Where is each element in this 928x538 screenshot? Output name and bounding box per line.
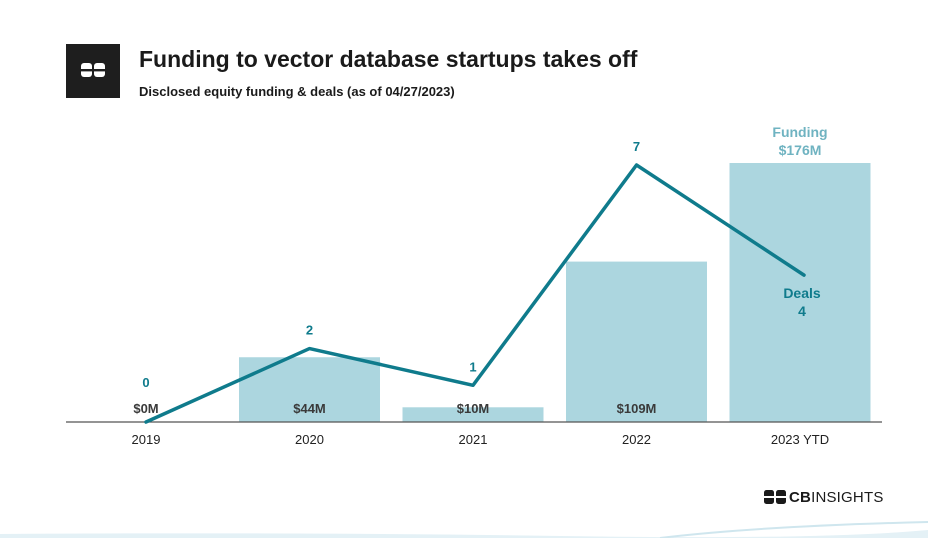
x-tick-label: 2019 <box>132 432 161 447</box>
deal-count-label: 1 <box>469 359 476 374</box>
x-tick-label: 2023 YTD <box>771 432 829 447</box>
decorative-wave <box>0 521 928 538</box>
funding-deals-chart: 2019 2020 2021 2022 2023 YTD $0M $44M $10M $109M… <box>66 124 882 447</box>
deal-count-label: 4 <box>798 303 806 319</box>
x-tick-label: 2021 <box>459 432 488 447</box>
bar-value-label: $44M <box>293 401 326 416</box>
bar-value-label: $109M <box>617 401 657 416</box>
funding-bar <box>402 407 544 422</box>
bar-value-label: $0M <box>133 401 158 416</box>
bar-value-label: $176M <box>779 142 822 158</box>
x-tick-label: 2020 <box>295 432 324 447</box>
deals-line <box>144 163 806 424</box>
cb-insights-logo-icon <box>66 44 120 98</box>
deal-count-label: 7 <box>633 139 640 154</box>
brand-footer: CBINSIGHTS <box>764 488 884 506</box>
funding-series-label: Funding <box>772 124 827 140</box>
brand-wordmark: CBINSIGHTS <box>789 488 884 506</box>
deal-count-label: 0 <box>142 375 149 390</box>
cb-insights-mark-icon <box>764 490 786 504</box>
chart-subtitle: Disclosed equity funding & deals (as of … <box>139 84 455 99</box>
deal-count-label: 2 <box>306 323 313 338</box>
funding-bar <box>566 261 707 422</box>
chart-title: Funding to vector database startups take… <box>139 46 638 72</box>
funding-bar <box>729 163 871 422</box>
x-tick-label: 2022 <box>622 432 651 447</box>
deals-series-label: Deals <box>783 285 821 301</box>
bar-value-label: $10M <box>457 401 490 416</box>
